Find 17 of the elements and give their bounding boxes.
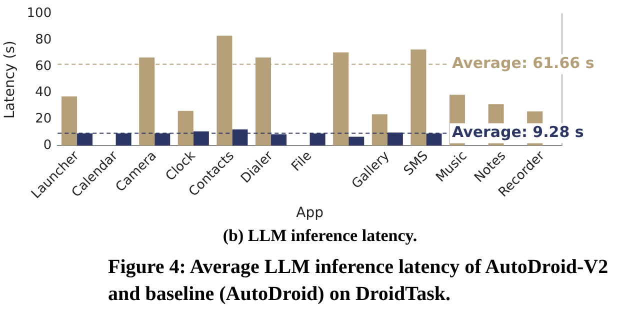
- y-tick-label: 20: [35, 111, 52, 126]
- y-tick-label: 60: [35, 58, 52, 74]
- x-tick-label: File: [289, 148, 316, 175]
- x-axis-title: App: [296, 205, 324, 222]
- y-tick-label: 80: [35, 32, 52, 48]
- y-tick-label: 40: [35, 85, 52, 100]
- ref-line-label: Average: 61.66 s: [452, 54, 594, 72]
- bar: [372, 114, 388, 146]
- y-tick-label: 0: [43, 138, 52, 153]
- bar: [348, 136, 364, 146]
- ref-line-label: Average: 9.28 s: [452, 123, 584, 142]
- text: (b) LLM inference latency.: [222, 226, 418, 246]
- y-tick-label: 100: [26, 6, 52, 22]
- bar: [178, 110, 194, 146]
- bar: [61, 96, 78, 146]
- caption: Figure 4: Average LLM inference latency of AutoDroid-V2 and baseline (AutoDroid) on DroidTask.: [108, 255, 610, 307]
- y-axis-title: Latency (s): [2, 40, 18, 119]
